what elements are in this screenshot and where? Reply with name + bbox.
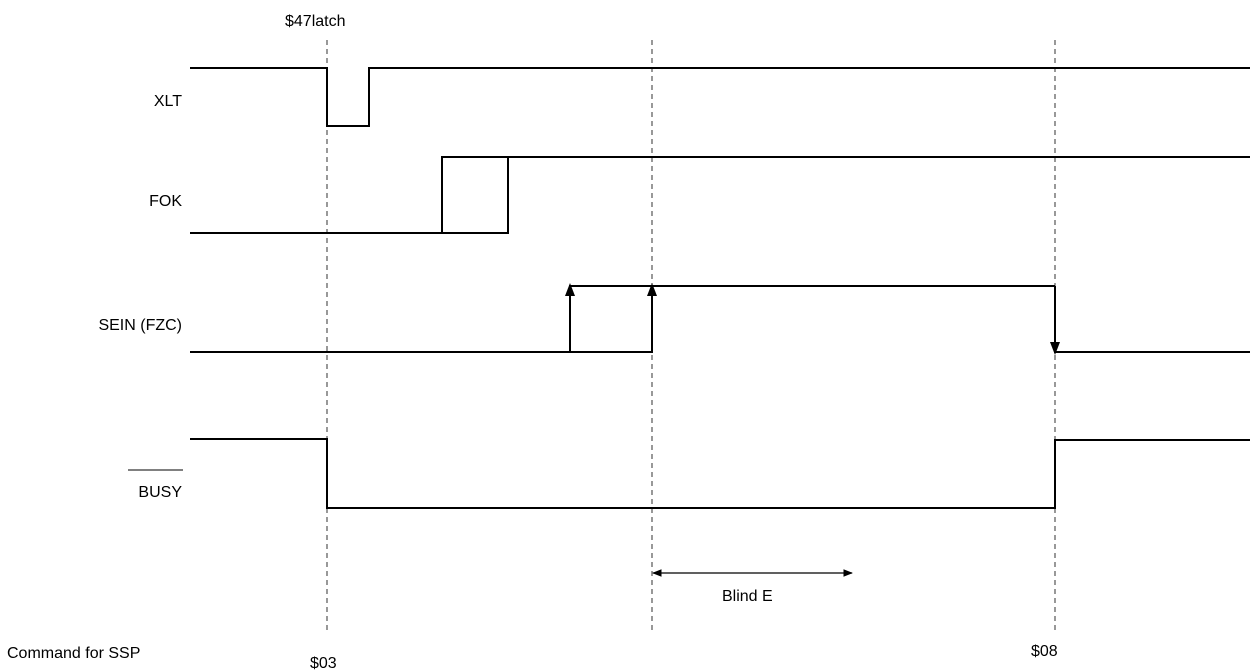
- command-for-ssp-label: Command for SSP: [7, 645, 140, 662]
- waveform-fok-main: [190, 156, 1250, 234]
- waveform-busy: [190, 438, 1250, 509]
- sein-rise-arrow-2: [647, 283, 657, 296]
- sein-fall-arrow: [1050, 342, 1060, 355]
- signal-label-sein: SEIN (FZC): [98, 317, 182, 334]
- signal-label-xlt: XLT: [154, 93, 182, 110]
- latch-label: $47latch: [285, 13, 346, 30]
- command-08-label: $08: [1031, 643, 1058, 660]
- signal-label-fok: FOK: [149, 193, 182, 210]
- sein-rise-arrow-1: [565, 283, 575, 296]
- waveform-sein-main: [190, 285, 1055, 353]
- blind-e-label: Blind E: [722, 588, 773, 605]
- command-03-label: $03: [310, 655, 337, 672]
- signal-label-busy: BUSY: [138, 484, 182, 501]
- waveform-fok-range: [442, 157, 509, 234]
- waveform-sein-tail: [1054, 286, 1250, 353]
- waveform-xlt: [190, 67, 1250, 127]
- waveform-sein-early: [569, 285, 652, 352]
